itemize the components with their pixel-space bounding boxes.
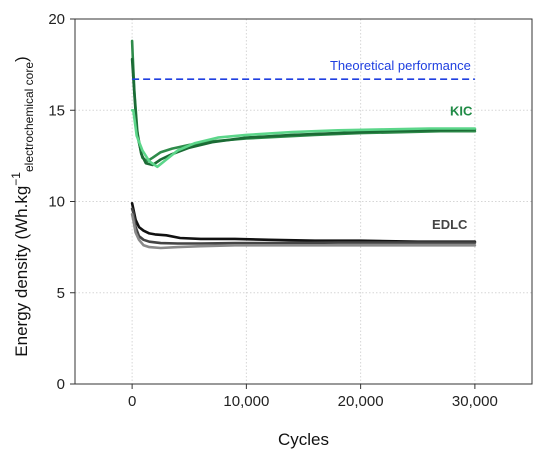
edlc-series-line <box>130 202 477 243</box>
ticks: 0 10,000 20,000 30,000 0 5 10 15 20 <box>48 11 498 410</box>
x-tick-label: 0 <box>128 393 136 410</box>
annotations: KIC EDLC <box>432 104 473 232</box>
kic-annotation: KIC <box>450 104 473 119</box>
y-tick-label: 15 <box>48 102 65 119</box>
grid <box>75 18 532 385</box>
edlc-annotation: EDLC <box>432 217 468 232</box>
edlc-series-line <box>130 213 477 250</box>
series-lines <box>130 39 477 250</box>
y-tick-label: 10 <box>48 194 65 211</box>
theoretical-line: Theoretical performance <box>132 58 475 81</box>
y-tick-label: 20 <box>48 11 65 28</box>
y-tick-label: 5 <box>57 285 65 302</box>
kic-series-line <box>130 109 477 169</box>
y-axis-title-close: ) <box>12 56 31 62</box>
y-axis-title-superscript: −1 <box>9 172 23 186</box>
y-axis-title-main: Energy density (Wh.kg <box>12 186 31 357</box>
x-tick-label: 30,000 <box>452 393 498 410</box>
y-axis-title: Energy density (Wh.kg−1electrochemical c… <box>9 56 36 356</box>
svg-text:Energy density (Wh.kg−1electro: Energy density (Wh.kg−1electrochemical c… <box>9 56 36 356</box>
y-axis-title-subscript: electrochemical core <box>22 62 36 172</box>
x-tick-label: 20,000 <box>338 393 384 410</box>
y-tick-label: 0 <box>57 376 65 393</box>
theoretical-performance-label: Theoretical performance <box>330 58 471 73</box>
x-axis-title: Cycles <box>278 430 329 449</box>
x-tick-label: 10,000 <box>223 393 269 410</box>
